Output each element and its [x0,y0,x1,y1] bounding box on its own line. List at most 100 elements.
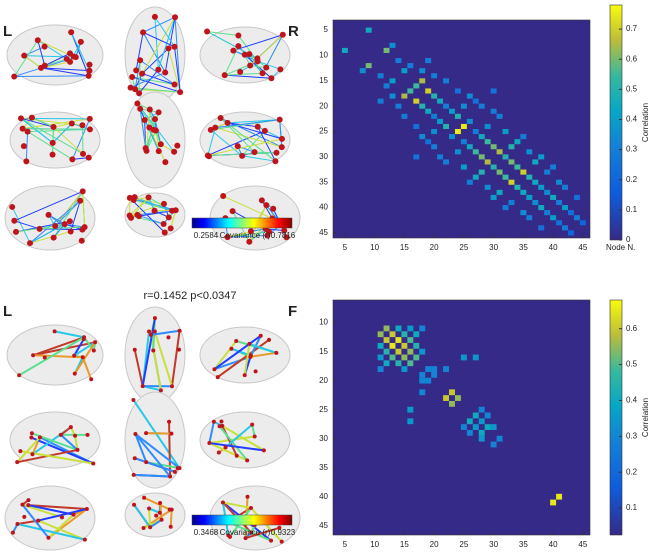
heatmap-cell [437,119,443,124]
node [132,473,136,477]
heatmap-cell [455,88,461,93]
node [148,525,152,529]
heatmap-cell [378,366,384,372]
heatmap-cell [479,134,485,139]
node [279,136,285,142]
heatmap-cell [395,349,401,355]
node [142,117,148,123]
heatmap-cell [366,28,372,33]
y-tick-label: 25 [319,127,328,136]
node [243,373,247,377]
colorbar-tick-label: 0.6 [626,54,638,63]
node [83,538,87,542]
node [85,507,89,511]
node [162,159,168,165]
heatmap-cell [479,104,485,109]
node [136,213,142,219]
node [259,197,265,203]
x-tick-label: 40 [549,540,558,549]
heatmap-cell [503,175,509,180]
node [263,202,269,208]
heatmap-cell [419,389,425,395]
node [169,432,173,436]
node [217,451,221,455]
node [177,89,183,95]
node [204,28,210,34]
heatmap-cell [473,149,479,154]
heatmap-cell [395,360,401,366]
heatmap-cell [455,395,461,401]
node [205,152,211,158]
colorbar-max: 0.7816 [271,231,296,240]
x-tick-label: 45 [578,243,587,252]
heatmap-cell [407,63,413,68]
connection [146,433,171,434]
node [280,540,284,544]
heatmap-cell [378,73,384,78]
node [166,335,170,339]
heatmap-cell [479,430,485,436]
node [253,435,257,439]
heatmap-cell [538,154,544,159]
node [249,506,253,510]
x-tick-label: 15 [400,243,409,252]
heatmap-cell [425,139,431,144]
node [151,127,157,133]
heatmap-cell [467,144,473,149]
node [230,208,236,214]
node [168,507,172,511]
node [134,101,140,107]
node [86,68,92,74]
node [69,156,75,162]
node [11,218,17,224]
right-label: R [288,23,299,40]
heatmap-cell [556,200,562,205]
node [245,458,249,462]
node [151,348,155,352]
node [153,316,157,320]
node [247,63,253,69]
x-tick-label: 25 [459,243,468,252]
heatmap-cell [568,210,574,215]
node [172,81,178,87]
connection [169,422,170,477]
heatmap-cell [556,180,562,185]
node [64,56,70,62]
heatmap-cell [461,164,467,169]
node [218,115,224,121]
heatmap-cell [431,73,437,78]
node [43,356,47,360]
node [89,377,93,381]
heatmap-cell [467,94,473,99]
node [137,106,143,112]
heatmap-cell [413,83,419,88]
colorbar-max: 0.9323 [271,528,296,537]
heatmap-cell [491,109,497,114]
x-tick-label: 35 [519,243,528,252]
colorbar-tick-label: 0.2 [626,467,638,476]
heatmap-cell [497,149,503,154]
node [172,14,178,20]
node [27,240,33,246]
heatmap-cell [431,372,437,378]
heatmap-cell [419,78,425,83]
node [152,14,158,20]
node [21,143,27,149]
node [246,495,250,499]
y-tick-label: 5 [324,25,329,34]
node [30,452,34,456]
heatmap-cell [491,195,497,200]
heatmap-cell [449,134,455,139]
heatmap-cell [431,366,437,372]
heatmap-cell [443,78,449,83]
heatmap-cell [431,144,437,149]
node [156,148,162,154]
node [73,54,79,60]
node [147,330,151,334]
y-tick-label: 20 [319,101,328,110]
node [128,215,134,221]
heatmap-cell [479,407,485,413]
x-tick-label: 25 [459,540,468,549]
heatmap-cell [520,170,526,175]
